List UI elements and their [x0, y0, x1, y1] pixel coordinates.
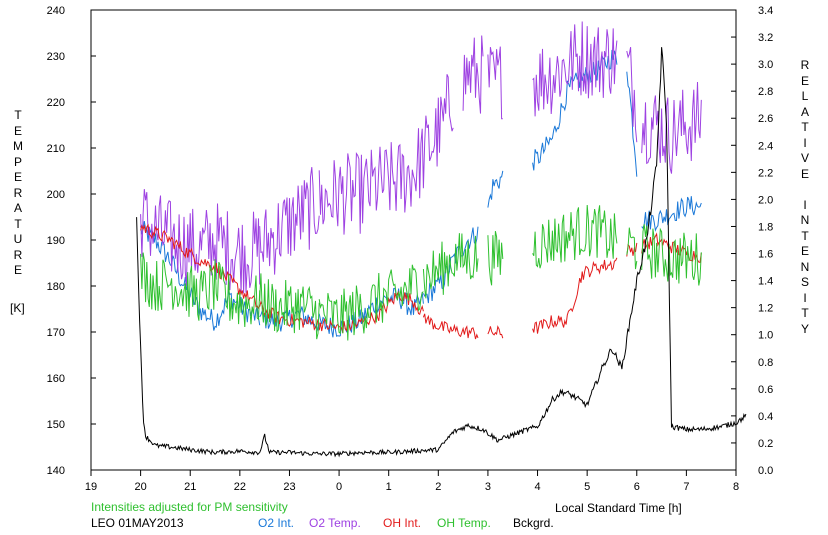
left-tick-label: 220 — [47, 97, 65, 109]
series-line — [641, 232, 702, 263]
series-line — [462, 35, 484, 114]
series-line — [318, 74, 454, 235]
series-line — [626, 227, 638, 270]
x-tick-label: 2 — [435, 481, 441, 493]
right-tick-label: 1.8 — [758, 221, 773, 233]
series-line — [487, 325, 504, 339]
x-tick-label: 22 — [234, 481, 246, 493]
legend-bckgrd: Bckgrd. — [513, 516, 554, 530]
left-tick-label: 190 — [47, 235, 65, 247]
x-tick-label: 3 — [485, 481, 491, 493]
left-tick-label: 170 — [47, 327, 65, 339]
series-line — [259, 167, 320, 275]
left-tick-label: 150 — [47, 419, 65, 431]
series-line — [532, 257, 618, 334]
right-tick-label: 0.2 — [758, 438, 773, 450]
series-line — [318, 287, 424, 338]
series-line — [259, 306, 320, 332]
series-line — [532, 21, 618, 117]
x-tick-label: 7 — [683, 481, 689, 493]
right-tick-label: 1.6 — [758, 249, 773, 261]
right-tick-label: 0.0 — [758, 465, 773, 477]
left-tick-label: 210 — [47, 143, 65, 155]
series-o2-int — [140, 49, 702, 338]
series-line — [626, 71, 638, 177]
right-axis-label: R E L A T I V E I N T E N S I T Y — [800, 58, 810, 336]
series-line — [641, 196, 702, 232]
series-o2-temp — [140, 21, 702, 294]
series-line — [318, 290, 424, 334]
series-line — [422, 313, 479, 340]
x-tick-label: 23 — [283, 481, 295, 493]
right-tick-label: 2.2 — [758, 167, 773, 179]
series-layer — [136, 21, 747, 458]
series-line — [626, 47, 638, 143]
series-bckgrd — [136, 47, 747, 458]
left-tick-label: 160 — [47, 373, 65, 385]
right-tick-label: 0.8 — [758, 357, 773, 369]
series-line — [140, 252, 261, 328]
series-line — [532, 49, 618, 171]
x-axis-ticks: 19 20 21 22 23 0 1 2 3 4 5 6 7 8 — [85, 470, 739, 493]
right-tick-label: 2.0 — [758, 194, 773, 206]
left-axis-label: T E M P E R A T U R E — [13, 108, 23, 277]
series-line — [641, 224, 702, 286]
x-tick-label: 5 — [584, 481, 590, 493]
series-line — [259, 273, 320, 340]
series-line — [487, 46, 503, 120]
series-line — [140, 223, 261, 310]
series-line — [422, 226, 479, 304]
x-tick-label: 0 — [336, 481, 342, 493]
right-tick-label: 2.8 — [758, 86, 773, 98]
left-tick-label: 230 — [47, 51, 65, 63]
legend-o2-temp: O2 Temp. — [309, 516, 361, 530]
note-text: Intensities adjusted for PM sensitivity — [91, 500, 288, 514]
left-tick-label: 140 — [47, 465, 65, 477]
series-line — [136, 47, 747, 458]
series-line — [140, 189, 261, 294]
right-tick-label: 1.4 — [758, 276, 773, 288]
series-line — [140, 221, 261, 331]
right-tick-label: 3.0 — [758, 59, 773, 71]
series-line — [532, 204, 618, 269]
right-tick-label: 0.6 — [758, 384, 773, 396]
series-line — [487, 170, 504, 208]
right-axis-ticks: 3.4 3.2 3.0 2.8 2.6 2.4 2.2 2.0 1.8 1.6 1.4 1.2 1.0 0… — [731, 5, 773, 477]
left-axis-ticks: 240 230 220 210 200 190 180 170 160 150 140 — [47, 5, 96, 477]
right-tick-label: 2.6 — [758, 113, 773, 125]
x-tick-label: 19 — [85, 481, 97, 493]
right-tick-label: 0.4 — [758, 411, 773, 423]
right-tick-label: 1.2 — [758, 303, 773, 315]
series-oh-temp — [140, 204, 702, 341]
legend-oh-temp: OH Temp. — [437, 516, 491, 530]
left-tick-label: 240 — [47, 5, 65, 17]
station-label: LEO 01MAY2013 — [91, 516, 184, 530]
x-tick-label: 21 — [184, 481, 196, 493]
x-axis-label: Local Standard Time [h] — [555, 501, 682, 515]
right-tick-label: 2.4 — [758, 140, 773, 152]
right-tick-label: 3.4 — [758, 5, 773, 17]
right-tick-label: 1.0 — [758, 330, 773, 342]
left-tick-label: 180 — [47, 281, 65, 293]
series-line — [422, 233, 479, 299]
legend-oh-int: OH Int. — [383, 516, 422, 530]
x-tick-label: 1 — [386, 481, 392, 493]
series-line — [641, 81, 702, 174]
x-tick-label: 20 — [134, 481, 146, 493]
x-tick-label: 8 — [733, 481, 739, 493]
right-tick-label: 3.2 — [758, 32, 773, 44]
series-line — [487, 230, 504, 286]
left-axis-unit: [K] — [10, 301, 25, 315]
x-tick-label: 6 — [634, 481, 640, 493]
x-tick-label: 4 — [534, 481, 540, 493]
left-tick-label: 200 — [47, 189, 65, 201]
legend-o2-int: O2 Int. — [258, 516, 295, 530]
series-line — [318, 264, 424, 341]
